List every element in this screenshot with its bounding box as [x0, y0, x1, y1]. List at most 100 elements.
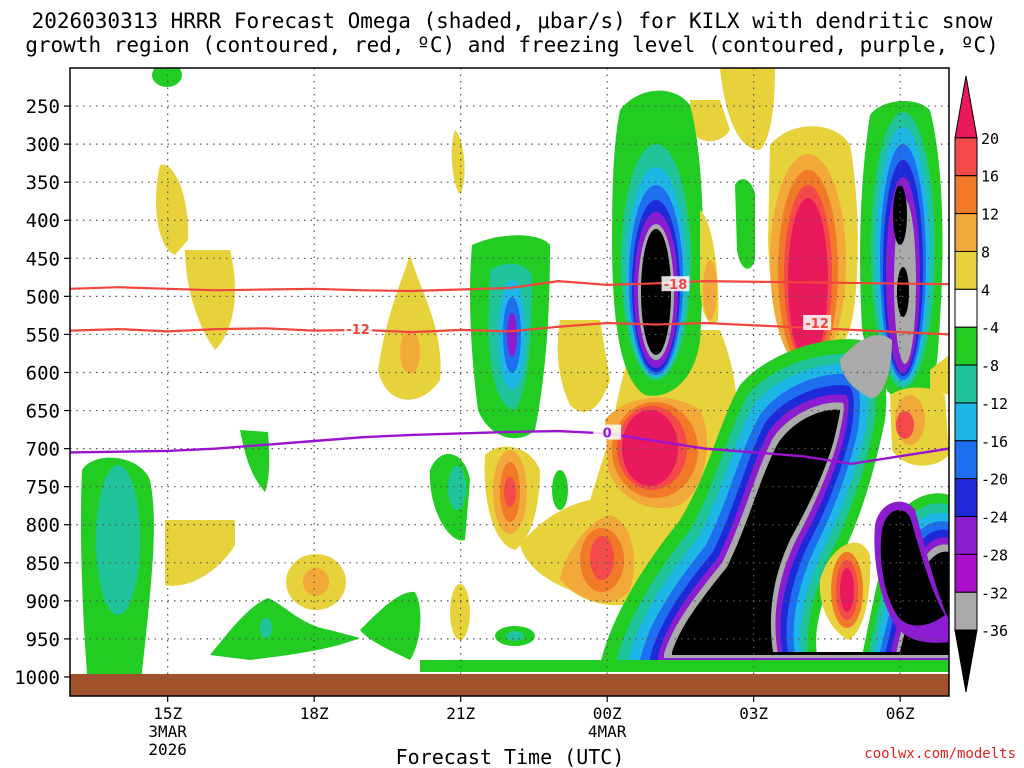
y-tick-label: 750 [26, 477, 60, 499]
y-tick-label: 450 [26, 248, 60, 270]
freezing-level-label: 0 [603, 427, 612, 442]
colorbar-label: -12 [981, 395, 1008, 413]
colorbar-swatch [954, 440, 978, 480]
colorbar-label: 8 [981, 243, 990, 261]
colorbar-label: 12 [981, 206, 999, 224]
y-tick-label: 250 [26, 96, 60, 118]
colorbar-swatch [954, 629, 978, 693]
gridlines [70, 68, 949, 696]
omega-region [360, 591, 421, 660]
chart-title-line2: growth region (contoured, red, ºC) and f… [25, 33, 999, 57]
x-axis-label: Forecast Time (UTC) [396, 745, 625, 768]
y-tick-label: 900 [26, 591, 60, 613]
x-tick-label: 15Z [153, 704, 182, 723]
freezing-level-label-bg [593, 424, 622, 440]
colorbar-label: -28 [981, 546, 1008, 564]
plot-frame [69, 67, 950, 697]
omega-region [552, 470, 568, 510]
x-tick-label: 21Z [446, 704, 475, 723]
y-tick-label: 500 [26, 286, 60, 308]
omega-region [303, 568, 329, 596]
omega-region [96, 465, 140, 615]
y-axis: 250 300 350 400 450 500 550 600 650 700 750 800 850 9… [14, 96, 70, 689]
colorbar-label: -8 [981, 357, 999, 375]
omega-region [788, 198, 828, 362]
omega-region [720, 68, 775, 150]
omega-region [450, 584, 470, 640]
omega-shading [80, 68, 949, 696]
colorbar-label: 20 [981, 130, 999, 148]
omega-region [672, 409, 949, 655]
colorbar-label: -36 [981, 622, 1008, 640]
dgz-label-minus18-bg [661, 276, 690, 292]
omega-region [155, 164, 189, 255]
omega-region [703, 260, 717, 320]
y-tick-label: 950 [26, 629, 60, 651]
omega-region [420, 660, 949, 672]
credit-text: coolwx.com/modelts [864, 746, 1016, 762]
colorbar-swatch [954, 478, 978, 518]
y-tick-label: 1000 [14, 667, 60, 689]
colorbar-swatch [954, 364, 978, 404]
omega-region [165, 520, 235, 586]
x-tick-date: 4MAR [588, 722, 627, 741]
colorbar-swatch [954, 175, 978, 215]
dgz-label-minus12-right-bg [803, 315, 832, 331]
x-tick-date: 3MAR [148, 722, 187, 741]
colorbar-swatch [954, 137, 978, 177]
y-tick-label: 700 [26, 439, 60, 461]
colorbar-label: 4 [981, 281, 990, 299]
omega-region [152, 68, 182, 87]
x-tick-label: 06Z [886, 704, 915, 723]
omega-region [448, 466, 466, 510]
colorbar-swatch [954, 402, 978, 442]
omega-region [840, 335, 892, 399]
colorbar-label: -24 [981, 509, 1008, 527]
omega-region [504, 477, 516, 507]
y-tick-label: 550 [26, 324, 60, 346]
colorbar-label: -4 [981, 319, 999, 337]
omega-region [451, 130, 465, 195]
omega-region [210, 598, 360, 660]
omega-region [897, 267, 909, 317]
omega-region [893, 185, 907, 245]
y-tick-label: 400 [26, 210, 60, 232]
y-tick-label: 650 [26, 401, 60, 423]
y-tick-label: 850 [26, 553, 60, 575]
omega-region [622, 410, 678, 486]
dgz-label-minus12-bg [344, 321, 373, 337]
colorbar-label: -32 [981, 584, 1008, 602]
colorbar-swatch [954, 591, 978, 631]
colorbar-swatch [954, 213, 978, 252]
omega-region [735, 179, 755, 269]
x-tick-label: 18Z [300, 704, 329, 723]
x-tick-label: 00Z [593, 704, 622, 723]
omega-region [590, 536, 614, 580]
dgz-label-minus12-right: -12 [805, 317, 829, 332]
omega-region [240, 430, 270, 492]
colorbar-label: 16 [981, 168, 999, 186]
x-tick-label: 03Z [739, 704, 768, 723]
y-tick-label: 350 [26, 172, 60, 194]
omega-region [557, 320, 610, 412]
colorbar-label: -20 [981, 471, 1008, 489]
dgz-contour-minus18 [70, 279, 949, 293]
dgz-label-minus12: -12 [346, 323, 370, 338]
omega-region [260, 618, 272, 638]
y-tick-label: 600 [26, 362, 60, 384]
colorbar: 20 16 12 8 4 -4 -8 -12 -16 -20 -24 -28 -32 -36 [954, 75, 1008, 693]
y-tick-label: 300 [26, 134, 60, 156]
dgz-contour-minus12 [70, 321, 949, 336]
colorbar-swatch [954, 516, 978, 555]
y-tick-label: 800 [26, 515, 60, 537]
omega-region [840, 568, 854, 612]
freezing-level-contour [70, 429, 949, 466]
colorbar-swatch [954, 553, 978, 593]
omega-region [930, 355, 949, 395]
omega-region [185, 250, 235, 350]
omega-region [400, 330, 420, 374]
omega-region [896, 411, 914, 439]
colorbar-swatch [954, 288, 978, 328]
